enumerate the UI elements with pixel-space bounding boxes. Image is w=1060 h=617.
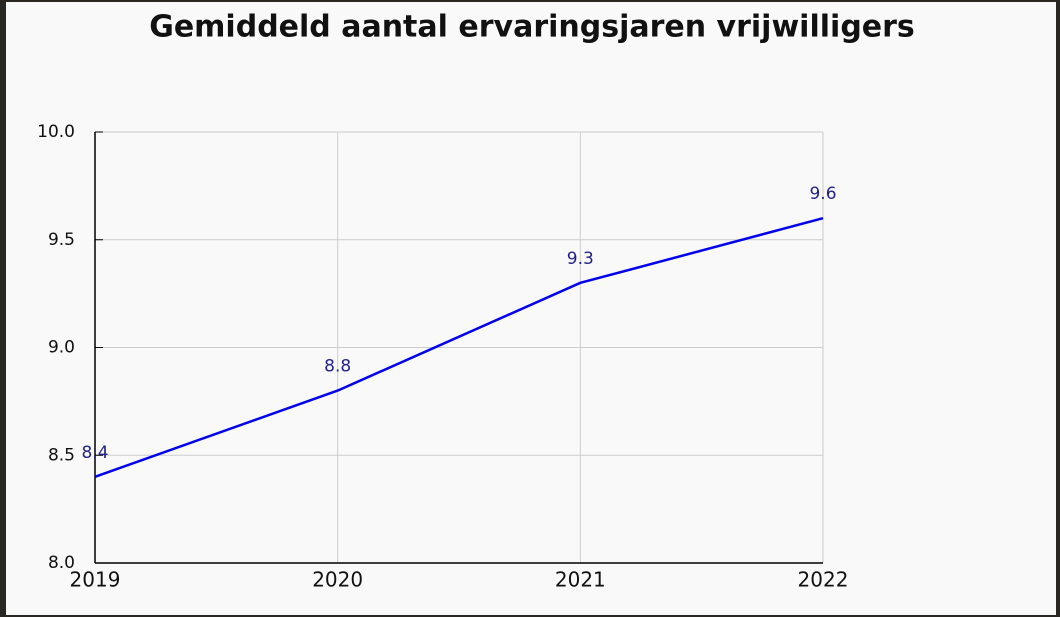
x-tick-label: 2019 <box>70 568 121 592</box>
y-tick-label: 8.0 <box>48 553 75 573</box>
y-tick-label: 9.5 <box>48 230 75 250</box>
data-label: 9.6 <box>809 184 836 204</box>
x-tick-label: 2021 <box>555 568 606 592</box>
line-series <box>94 216 824 478</box>
data-label: 8.8 <box>324 357 351 377</box>
data-label: 9.3 <box>567 249 594 269</box>
chart-title: Gemiddeld aantal ervaringsjaren vrijwill… <box>149 10 915 45</box>
x-tick-label: 2020 <box>312 568 363 592</box>
y-tick-label: 10.0 <box>37 122 75 142</box>
data-label: 8.4 <box>81 443 108 463</box>
y-tick-label: 8.5 <box>48 445 75 465</box>
x-tick-label: 2022 <box>798 568 849 592</box>
y-tick-label: 9.0 <box>48 338 75 358</box>
chart-background <box>6 2 1056 615</box>
